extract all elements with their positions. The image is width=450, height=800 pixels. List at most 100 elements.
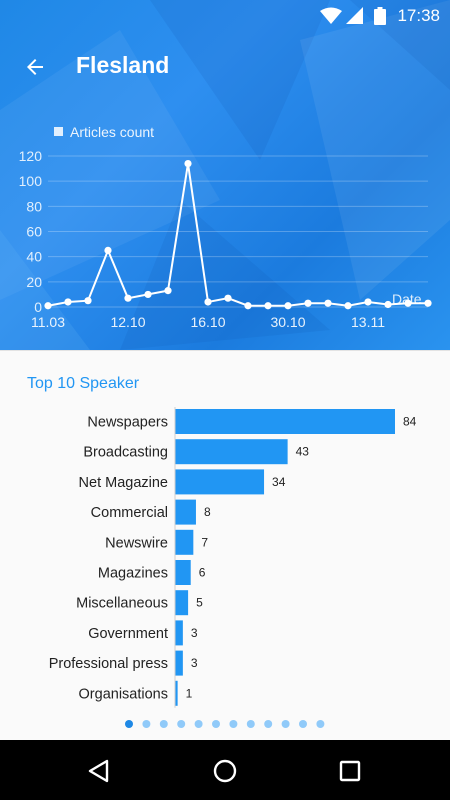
data-point bbox=[264, 302, 272, 310]
bar-value-label: 6 bbox=[199, 566, 206, 580]
page-dot[interactable] bbox=[229, 720, 238, 728]
bar[interactable] bbox=[175, 620, 183, 646]
bar[interactable] bbox=[175, 499, 196, 525]
navigation-bar bbox=[0, 740, 450, 800]
bar[interactable] bbox=[175, 439, 288, 465]
bar-value-label: 84 bbox=[403, 415, 417, 429]
data-point bbox=[424, 299, 432, 307]
page-dot[interactable] bbox=[212, 720, 220, 728]
page-dot[interactable] bbox=[194, 720, 203, 728]
bar-value-label: 3 bbox=[191, 626, 198, 640]
bar[interactable] bbox=[175, 529, 194, 555]
x-tick-label: 16.10 bbox=[190, 314, 225, 330]
x-tick-label: 11.03 bbox=[31, 314, 65, 330]
data-point bbox=[344, 302, 352, 310]
data-point bbox=[64, 298, 72, 306]
bar-category-label: Broadcasting bbox=[83, 445, 168, 461]
page-dot[interactable] bbox=[299, 720, 307, 728]
bar[interactable] bbox=[175, 469, 265, 495]
data-point bbox=[224, 294, 232, 302]
bar-category-label: Organisations bbox=[79, 686, 168, 702]
bar-value-label: 43 bbox=[296, 445, 310, 459]
data-point bbox=[144, 290, 152, 299]
articles-line-chart[interactable]: 0 20 40 60 80 100 120 11.03 12.10 16.10 30.10 13.1… bbox=[0, 110, 450, 350]
page-dot[interactable] bbox=[177, 720, 186, 728]
data-point bbox=[364, 298, 372, 306]
x-tick-label: 13.11 bbox=[351, 314, 385, 330]
bar[interactable] bbox=[175, 650, 183, 676]
nav-back-button[interactable] bbox=[84, 756, 114, 786]
bar-category-label: Commercial bbox=[91, 505, 168, 521]
page-title: Flesland bbox=[76, 52, 170, 78]
chart-legend: Articles count bbox=[54, 124, 154, 140]
x-axis-ticks: 11.03 12.10 16.10 30.10 13.11 bbox=[31, 314, 385, 330]
bar-value-label: 1 bbox=[186, 686, 193, 700]
data-point bbox=[384, 300, 392, 309]
y-tick-label: 0 bbox=[34, 299, 42, 315]
page-indicator[interactable] bbox=[0, 719, 450, 729]
battery-icon bbox=[374, 7, 386, 25]
page-dot[interactable] bbox=[246, 720, 255, 728]
chart-grid bbox=[48, 155, 428, 308]
header-background-pattern bbox=[0, 0, 450, 350]
bar-category-label: Newswire bbox=[105, 535, 168, 551]
page-dot[interactable] bbox=[316, 720, 325, 728]
data-point bbox=[204, 298, 212, 306]
bar-value-label: 3 bbox=[191, 656, 198, 670]
bar-value-label: 34 bbox=[272, 475, 286, 489]
header: 17:38 Flesland 0 20 40 60 80 100 120 11.03 12.1… bbox=[0, 0, 450, 350]
cellular-signal-icon bbox=[346, 7, 363, 24]
bar[interactable] bbox=[175, 590, 189, 616]
series-line-articles bbox=[47, 163, 428, 307]
square-recents-icon bbox=[339, 760, 361, 782]
bar-chart-title: Top 10 Speaker bbox=[27, 375, 140, 392]
x-tick-label: 12.10 bbox=[110, 314, 145, 330]
triangle-back-icon bbox=[88, 759, 109, 783]
page-dot[interactable] bbox=[142, 720, 151, 728]
legend-swatch bbox=[54, 127, 63, 136]
y-tick-label: 80 bbox=[26, 198, 42, 214]
status-bar: 17:38 bbox=[0, 0, 450, 32]
data-point bbox=[284, 302, 292, 310]
page-dot[interactable] bbox=[281, 720, 290, 728]
y-tick-label: 20 bbox=[26, 274, 42, 290]
arrow-left-icon bbox=[27, 59, 43, 75]
bar[interactable] bbox=[175, 560, 191, 585]
page-dot[interactable] bbox=[125, 720, 133, 728]
bar[interactable] bbox=[175, 680, 178, 706]
data-point bbox=[184, 159, 192, 168]
bar-category-label: Newspapers bbox=[87, 415, 168, 431]
x-tick-label: 30.10 bbox=[270, 314, 305, 330]
top-speakers-bar-chart[interactable]: Newspapers 84 Broadcasting 43 Net Magazine 34… bbox=[0, 351, 450, 741]
bar-value-label: 8 bbox=[204, 505, 211, 519]
y-tick-label: 40 bbox=[26, 249, 42, 265]
bar-category-label: Magazines bbox=[98, 566, 168, 582]
status-time: 17:38 bbox=[397, 6, 440, 25]
bar-category-label: Miscellaneous bbox=[76, 596, 168, 612]
data-point bbox=[404, 299, 412, 307]
data-point bbox=[164, 287, 172, 295]
nav-home-button[interactable] bbox=[210, 756, 240, 786]
series-points bbox=[44, 159, 432, 310]
legend-label: Articles count bbox=[70, 124, 154, 140]
y-tick-label: 60 bbox=[26, 224, 42, 240]
top-speakers-card: Top 10 Speaker Newspapers 84 Broadcasting 4… bbox=[0, 350, 450, 741]
bar-category-label: Professional press bbox=[49, 656, 168, 672]
back-button[interactable] bbox=[18, 50, 52, 84]
y-axis-ticks: 0 20 40 60 80 100 120 bbox=[19, 148, 43, 315]
circle-home-icon bbox=[213, 759, 237, 783]
page-dot[interactable] bbox=[264, 720, 273, 728]
bar[interactable] bbox=[175, 409, 395, 434]
page-dot[interactable] bbox=[159, 720, 168, 728]
bar-value-label: 7 bbox=[201, 535, 208, 549]
nav-recents-button[interactable] bbox=[335, 756, 365, 786]
data-point bbox=[84, 297, 92, 305]
bar-category-label: Government bbox=[88, 626, 168, 642]
wifi-icon bbox=[320, 7, 342, 24]
data-point bbox=[324, 299, 332, 307]
bar-value-label: 5 bbox=[196, 596, 203, 610]
data-point bbox=[104, 246, 112, 254]
data-point bbox=[44, 302, 52, 310]
data-point bbox=[304, 299, 312, 307]
y-tick-label: 120 bbox=[19, 148, 43, 164]
